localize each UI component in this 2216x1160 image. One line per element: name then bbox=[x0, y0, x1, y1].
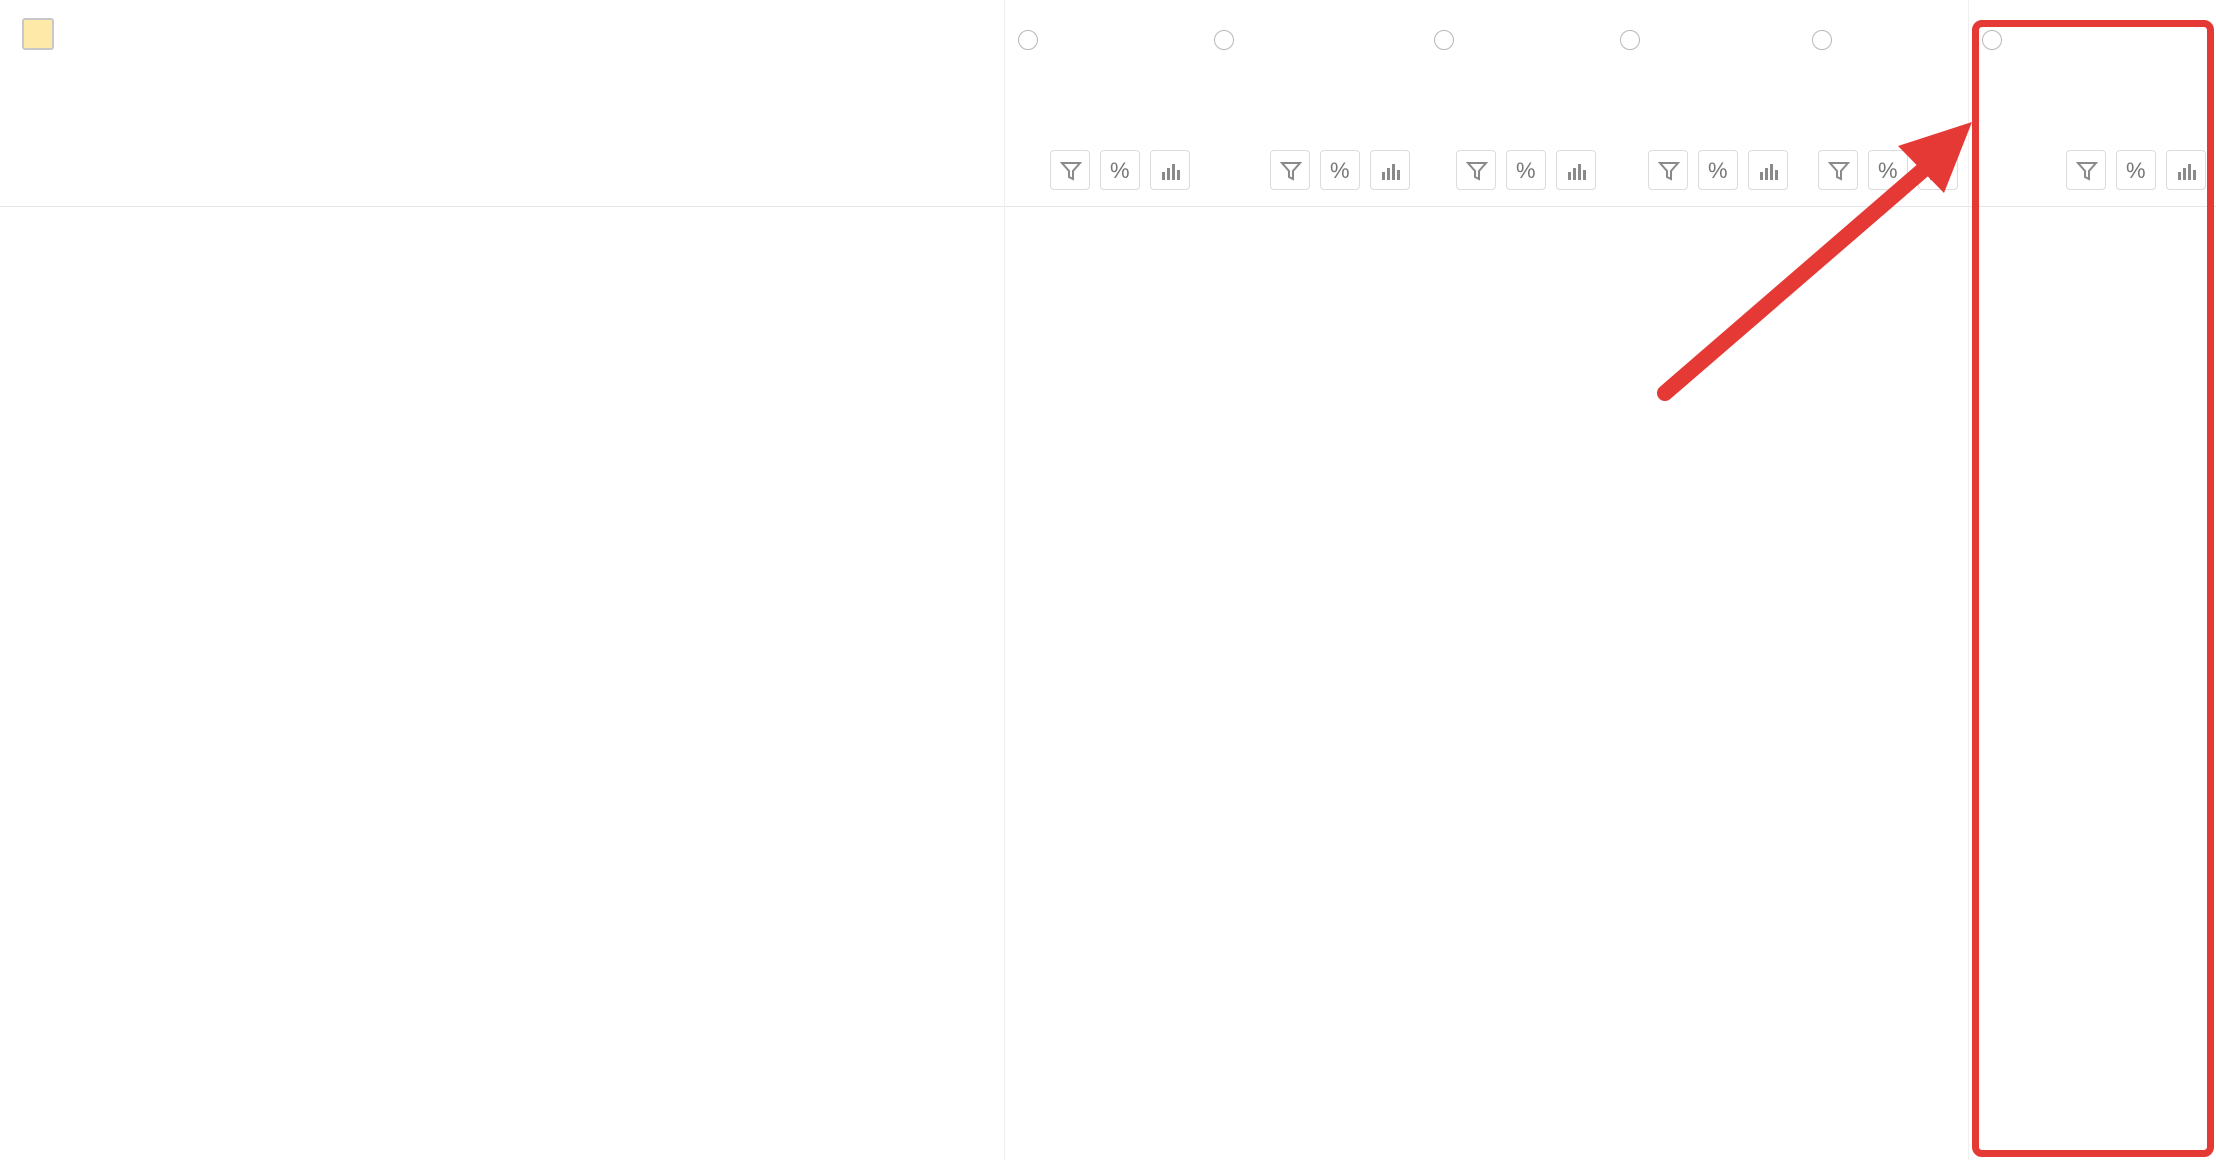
percent-icon[interactable]: % bbox=[1698, 150, 1738, 190]
column-tools: % bbox=[1968, 150, 2216, 194]
bar-chart-icon[interactable] bbox=[1748, 150, 1788, 190]
help-icon[interactable] bbox=[1214, 30, 1234, 50]
column-header-goals[interactable]: % bbox=[1968, 0, 2216, 206]
column-header-visitors[interactable]: % bbox=[1200, 0, 1420, 206]
filter-icon[interactable] bbox=[1818, 150, 1858, 190]
arrow-icon bbox=[1657, 122, 1972, 401]
column-tools: % bbox=[1004, 150, 1200, 194]
percent-icon[interactable]: % bbox=[1868, 150, 1908, 190]
bar-chart-icon[interactable] bbox=[2166, 150, 2206, 190]
filter-icon[interactable] bbox=[1648, 150, 1688, 190]
column-tools: % bbox=[1420, 150, 1606, 194]
bar-chart-icon[interactable] bbox=[1150, 150, 1190, 190]
bar-chart-icon[interactable] bbox=[1556, 150, 1596, 190]
percent-icon[interactable]: % bbox=[1320, 150, 1360, 190]
filter-icon[interactable] bbox=[2066, 150, 2106, 190]
column-header-bounces[interactable]: % bbox=[1420, 0, 1606, 206]
percent-icon[interactable]: % bbox=[1506, 150, 1546, 190]
percent-icon[interactable]: % bbox=[2116, 150, 2156, 190]
goal-column-highlight bbox=[1972, 20, 2214, 1157]
column-separator bbox=[1004, 0, 1005, 1160]
filter-icon[interactable] bbox=[1050, 150, 1090, 190]
percent-icon[interactable]: % bbox=[1100, 150, 1140, 190]
column-tools: % bbox=[1200, 150, 1420, 194]
bar-chart-icon[interactable] bbox=[1370, 150, 1410, 190]
column-tools: % bbox=[1606, 150, 1798, 194]
column-header-depth[interactable]: % bbox=[1606, 0, 1798, 206]
help-icon[interactable] bbox=[1434, 30, 1454, 50]
column-header-visits[interactable]: % bbox=[1004, 0, 1200, 206]
help-icon[interactable] bbox=[1812, 30, 1832, 50]
column-separator bbox=[1968, 0, 1969, 1160]
help-icon[interactable] bbox=[1620, 30, 1640, 50]
filter-icon[interactable] bbox=[1456, 150, 1496, 190]
help-icon[interactable] bbox=[1018, 30, 1038, 50]
help-icon[interactable] bbox=[1982, 30, 2002, 50]
select-all-checkbox[interactable] bbox=[22, 18, 54, 50]
filter-icon[interactable] bbox=[1270, 150, 1310, 190]
